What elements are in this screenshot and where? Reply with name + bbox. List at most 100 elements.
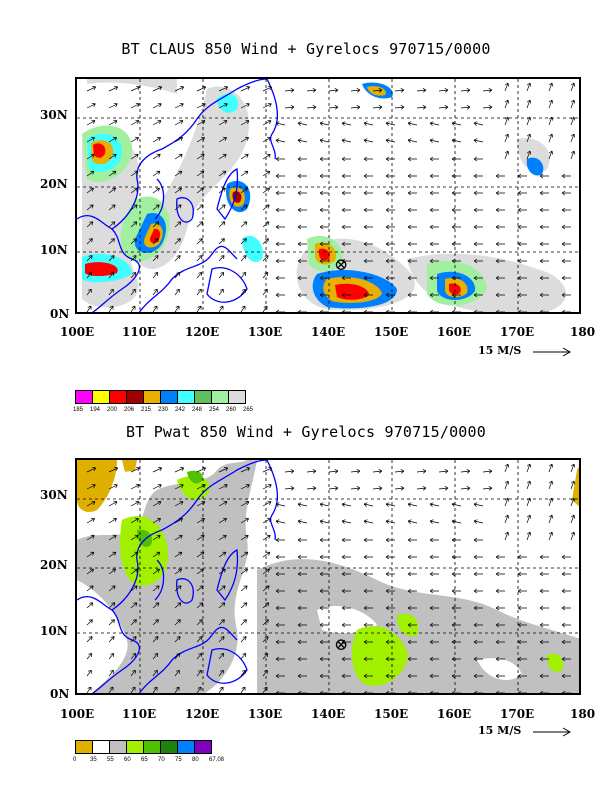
wind-arrow [526,116,532,126]
wind-arrow [319,639,329,645]
wind-arrow [275,690,285,693]
wind-arrow [275,554,285,560]
wind-arrow [275,519,286,524]
wind-arrow [517,207,527,213]
wind-arrow [262,271,269,279]
wind-arrow [240,534,249,541]
wind-arrow [504,480,510,490]
wind-arrow [539,673,549,679]
wind-arrow [341,173,351,179]
wind-arrow [548,463,554,473]
wind-arrow [451,173,461,179]
wind-arrow [473,121,484,126]
wind-arrow [319,554,329,560]
wind-arrow [130,305,136,312]
wind-arrow [86,288,92,296]
wind-arrow [297,207,307,213]
wind-arrow [152,255,159,262]
wind-arrow [561,554,571,560]
wind-arrow [451,241,461,247]
bottom-colorbar-swatch [143,740,161,754]
wind-arrow [262,652,269,660]
wind-arrow [341,156,351,162]
wind-arrow [130,500,140,507]
wind-arrow [517,690,527,693]
wind-arrow [108,305,114,312]
wind-arrow [451,622,461,628]
wind-arrow [495,275,505,281]
wind-arrow [174,153,183,160]
wind-arrow [363,173,373,179]
wind-arrow [460,469,471,474]
wind-arrow [218,652,225,660]
wind-arrow [460,105,471,110]
wind-arrow [240,551,249,558]
wind-arrow [429,519,440,524]
wind-arrow [130,483,140,490]
wind-arrow [152,551,161,558]
top-colorbar-label: 185 [73,407,84,413]
wind-arrow [262,102,272,109]
wind-arrow [429,537,439,543]
wind-arrow [108,204,116,211]
wind-arrow [306,469,317,474]
wind-arrow [86,86,97,92]
wind-arrow [517,309,527,312]
wind-arrow [451,224,461,230]
wind-arrow [196,238,203,245]
wind-arrow [473,673,483,679]
wind-arrow [297,673,307,679]
wind-arrow [385,622,395,628]
wind-arrow [385,656,395,662]
wind-arrow [407,605,417,611]
wind-arrow [196,619,203,626]
wind-arrow [363,207,373,213]
wind-arrow [539,656,549,662]
wind-arrow [297,639,307,645]
wind-arrow [504,116,510,126]
wind-arrow [385,571,395,577]
wind-arrow [341,673,351,679]
wind-arrow [262,467,273,473]
wind-arrow [297,656,307,662]
wind-arrow [130,255,137,262]
top-colorbar [75,390,246,404]
wind-arrow [451,275,461,281]
wind-arrow [152,483,162,490]
wind-arrow [363,656,373,662]
wind-arrow [429,121,440,126]
wind-arrow [473,537,483,543]
wind-arrow [297,605,307,611]
wind-arrow [275,138,286,143]
wind-arrow [407,519,418,524]
wind-arrow [451,673,461,679]
bottom-ylabel-30n: 30N [40,488,68,502]
wind-arrow [130,187,138,194]
wind-arrow [429,224,439,230]
wind-arrow [196,467,207,473]
wind-arrow [363,309,373,312]
wind-arrow [341,554,351,560]
wind-arrow [275,639,285,645]
wind-arrow [218,153,227,160]
wind-arrow [473,207,483,213]
wind-arrow [275,156,285,162]
wind-arrow [196,170,205,177]
wind-arrow [130,170,139,177]
wind-arrow [517,622,527,628]
wind-arrow [451,138,462,143]
wind-arrow [297,622,307,628]
wind-arrow [108,602,116,609]
wind-arrow [473,605,483,611]
wind-arrow [429,241,439,247]
wind-arrow [429,690,439,693]
wind-arrow [429,639,439,645]
wind-arrow [394,105,405,110]
wind-arrow [473,309,483,312]
wind-arrow [539,571,549,577]
wind-arrow [174,483,184,490]
wind-arrow [429,554,439,560]
wind-arrow [262,305,268,312]
wind-arrow [548,480,554,490]
wind-arrow [482,88,493,93]
